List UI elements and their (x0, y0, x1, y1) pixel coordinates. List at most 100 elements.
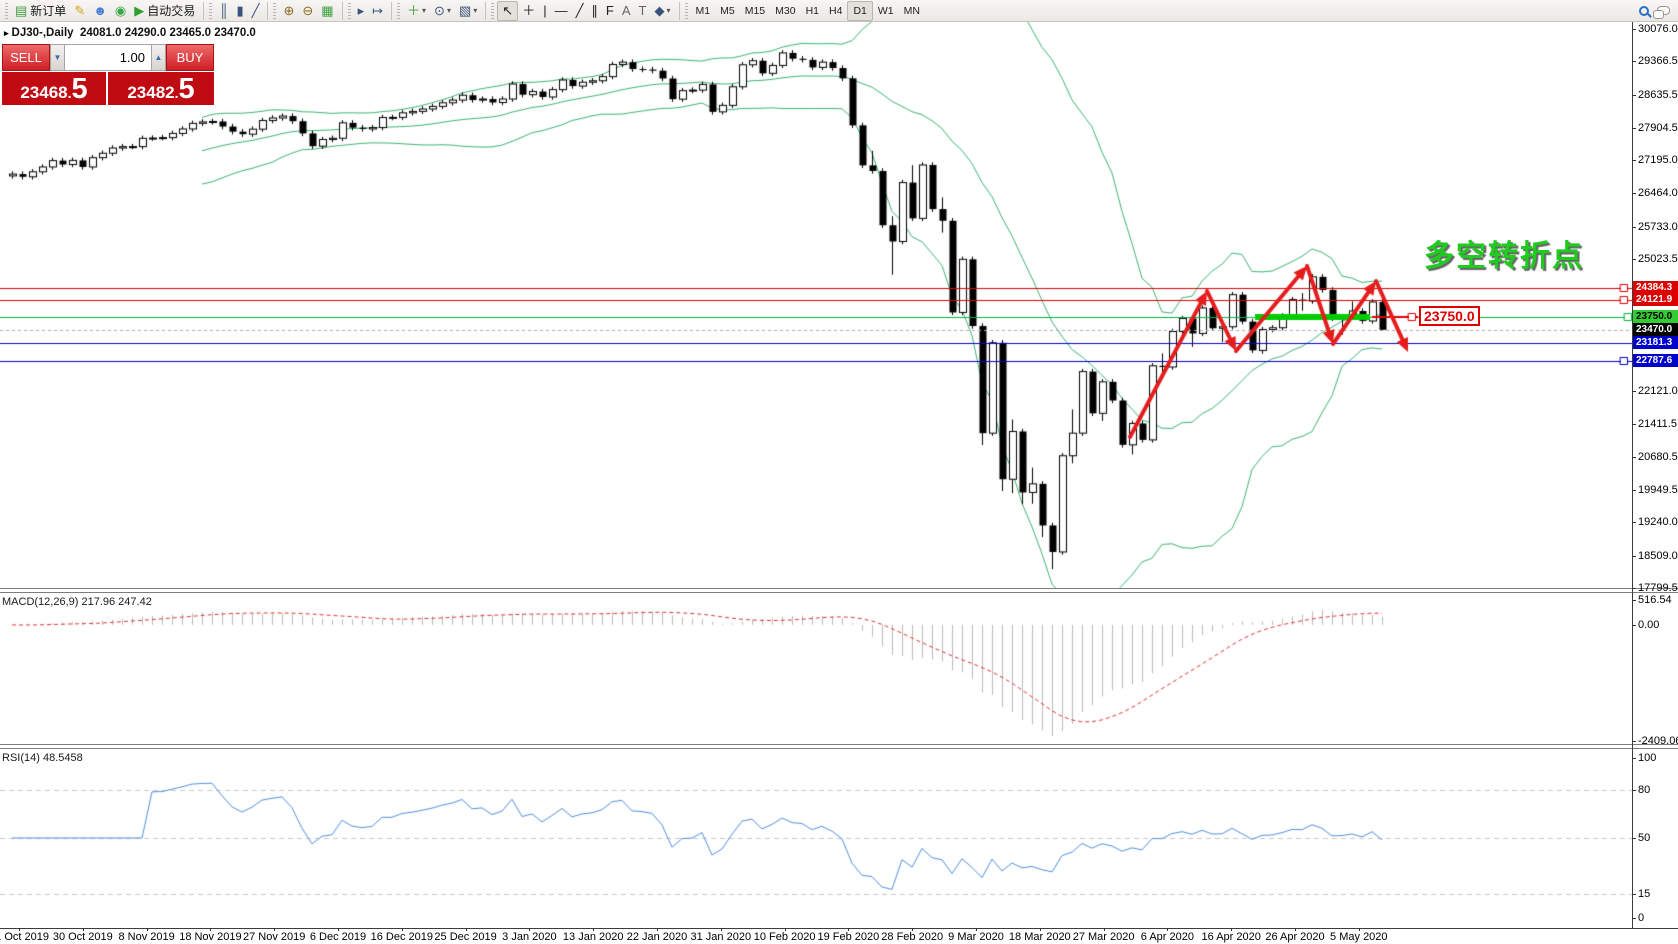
chart-shift-button[interactable]: ↦ (368, 1, 387, 21)
rsi-tick-label: 100 (1638, 752, 1657, 764)
time-tick-label: 27 Nov 2019 (242, 931, 306, 943)
shapes-button[interactable]: ◆ ▾ (651, 1, 675, 21)
time-tick-label: 27 Mar 2020 (1072, 931, 1135, 943)
sell-price-frac: 5 (71, 73, 88, 105)
shapes-icon: ◆ (654, 2, 665, 18)
timeframe-m1-button-label: M1 (695, 4, 711, 17)
timeframe-m1-button[interactable]: M1 (691, 1, 716, 21)
time-tick-label: 10 Feb 2020 (753, 931, 816, 943)
volume-increase-button[interactable]: ▲ (151, 44, 166, 71)
zoom-out-icon: ⊖ (302, 2, 314, 18)
crosshair-button[interactable]: ＋ (518, 1, 539, 21)
timeframe-d1-button-label: D1 (853, 4, 867, 17)
buy-button[interactable]: BUY (166, 44, 214, 71)
fibonacci-button[interactable]: F (602, 1, 618, 21)
new-order-icon: ▤ (15, 2, 28, 18)
time-tick-label: 31 Jan 2020 (690, 931, 752, 943)
timeframe-d1-button[interactable]: D1 (847, 0, 873, 21)
time-tick-label: 13 Jan 2020 (562, 931, 624, 943)
price-chart-canvas[interactable] (0, 22, 1632, 588)
rsi-panel-canvas[interactable] (0, 749, 1632, 928)
level-label-box[interactable]: 23750.0 (1419, 306, 1480, 326)
autotrading-button[interactable]: ▶ 自动交易 (130, 1, 199, 21)
crosshair-icon: ＋ (522, 2, 536, 18)
toolbar-separator (678, 1, 680, 20)
sell-price[interactable]: 23468. 5 (2, 72, 106, 105)
price-tick-label: 29366.5 (1638, 55, 1678, 67)
expert-advisors-button[interactable]: ☻ (89, 1, 111, 21)
cursor-icon: ↖ (502, 2, 514, 18)
autotrading-button-label: 自动交易 (147, 4, 196, 18)
price-tick-label: 28635.5 (1638, 89, 1678, 101)
templates-button[interactable]: ▧ ▾ (455, 1, 481, 21)
vertical-line-button[interactable]: | (539, 1, 550, 21)
timeframe-m15-button[interactable]: M15 (740, 1, 770, 21)
timeframe-m5-button[interactable]: M5 (715, 1, 740, 21)
macd-panel-separator[interactable] (0, 588, 1678, 593)
zoom-out-button[interactable]: ⊖ (298, 1, 317, 21)
time-tick-label: 26 Apr 2020 (1265, 931, 1325, 943)
rsi-tick-label: 15 (1638, 888, 1651, 900)
equidistant-channel-icon: ∥ (591, 2, 598, 18)
toolbar-separator (267, 1, 269, 20)
chat-button[interactable] (1653, 1, 1674, 21)
timeframe-m30-button[interactable]: M30 (770, 1, 800, 21)
search-icon (1639, 5, 1649, 16)
dropdown-caret-icon: ▾ (473, 6, 478, 15)
indicators-button[interactable]: ＋ ▾ (403, 1, 430, 21)
toolbar-separator (341, 1, 343, 20)
tile-windows-button[interactable]: ▦ (317, 1, 337, 21)
time-tick-label: 18 Nov 2019 (179, 931, 242, 943)
timeframe-m5-button-label: M5 (720, 4, 735, 17)
sell-button[interactable]: SELL (2, 44, 50, 71)
timeframe-w1-button[interactable]: W1 (873, 1, 899, 21)
cursor-button[interactable]: ↖ (497, 0, 519, 21)
toolbar-grip (209, 2, 213, 19)
line-chart-button[interactable]: ╱ (248, 1, 264, 21)
timeframe-h1-button-label: H1 (805, 4, 820, 17)
text-button[interactable]: A (618, 1, 635, 21)
toolbar-grip (5, 2, 8, 19)
zoom-in-button[interactable]: ⊕ (279, 1, 298, 21)
candlestick-chart-icon: ▮ (236, 2, 244, 18)
metaeditor-button[interactable]: ✎ (70, 1, 89, 21)
candlestick-chart-button[interactable]: ▮ (232, 1, 247, 21)
macd-panel-canvas[interactable] (0, 593, 1632, 744)
search-button[interactable] (1635, 1, 1653, 21)
toolbar-grip (491, 2, 495, 19)
price-tick-label: 19949.5 (1638, 484, 1678, 496)
line-chart-icon: ╱ (251, 2, 260, 18)
chat-icon (1653, 6, 1670, 19)
macd-tick-label: 516.54 (1638, 594, 1672, 606)
templates-icon: ▧ (458, 2, 472, 18)
rsi-panel-separator[interactable] (0, 744, 1678, 749)
text-label-button[interactable]: T (635, 1, 651, 21)
volume-decrease-button[interactable]: ▼ (50, 44, 65, 71)
buy-price[interactable]: 23482. 5 (108, 72, 214, 105)
annotation-text[interactable]: 多空转折点 (1424, 240, 1584, 273)
price-tick-label: 25733.0 (1638, 221, 1678, 233)
trendline-button[interactable]: ╱ (572, 1, 588, 21)
timeframe-h4-button[interactable]: H4 (824, 1, 847, 21)
buy-price-frac: 5 (178, 73, 195, 105)
periods-button[interactable]: ⊙ ▾ (430, 1, 455, 21)
signals-button[interactable]: ◉ (111, 1, 130, 21)
timeframe-h1-button[interactable]: H1 (801, 1, 824, 21)
autotrading-icon: ▶ (134, 2, 145, 18)
new-order-button-label: 新订单 (30, 4, 67, 18)
macd-tick-label: 0.00 (1638, 619, 1660, 631)
timeframe-mn-button[interactable]: MN (899, 1, 925, 21)
bar-chart-button[interactable]: ║ (215, 1, 232, 21)
auto-scroll-button[interactable]: ▸ (354, 1, 369, 21)
horizontal-line-button[interactable]: — (551, 1, 572, 21)
volume-input[interactable] (65, 44, 151, 71)
periods-icon: ⊙ (434, 2, 445, 18)
new-order-button[interactable]: ▤ 新订单 (11, 1, 70, 21)
price-tick-label: 18509.0 (1638, 550, 1678, 562)
auto-scroll-icon: ▸ (357, 2, 365, 18)
price-tick-label: 27904.5 (1638, 122, 1678, 134)
text-label-icon: T (638, 2, 647, 18)
time-tick-label: 25 Dec 2019 (434, 931, 497, 943)
chart-title: ▸ DJ30-,Daily 24081.0 24290.0 23465.0 234… (4, 27, 256, 39)
equidistant-channel-button[interactable]: ∥ (587, 1, 602, 21)
